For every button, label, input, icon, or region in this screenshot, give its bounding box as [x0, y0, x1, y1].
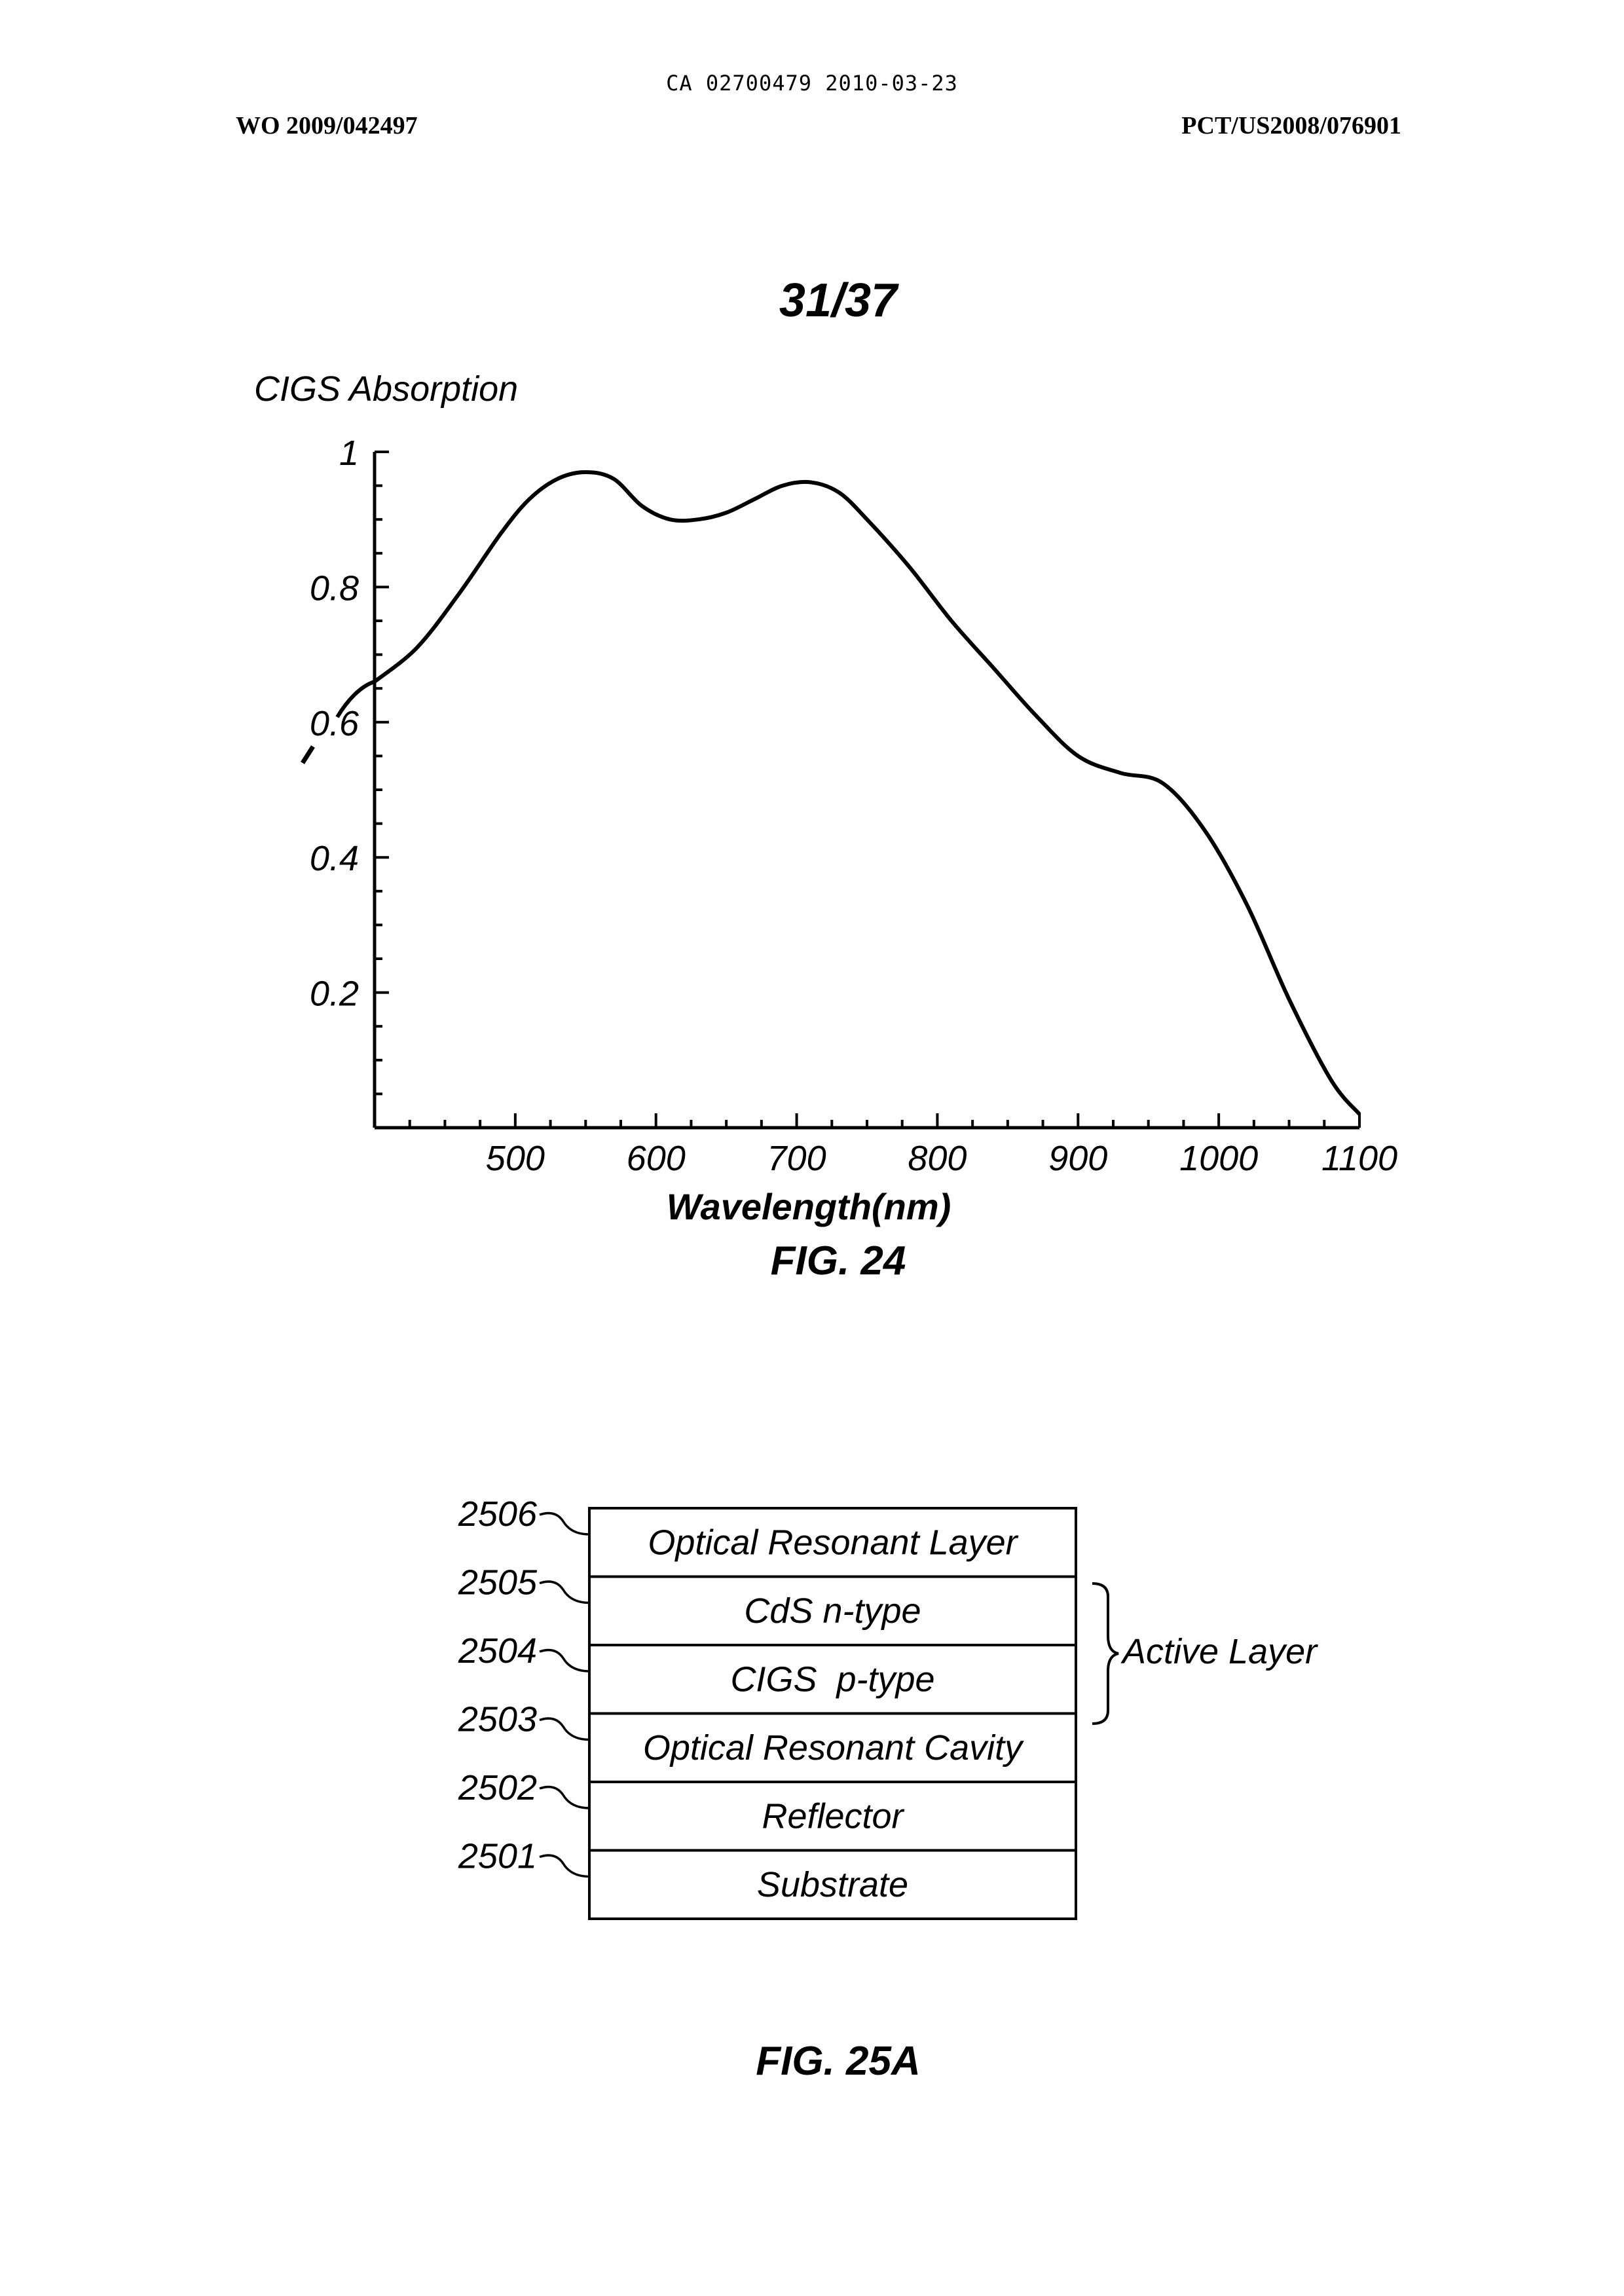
x-tick-label: 600	[627, 1139, 686, 1178]
x-tick-label: 1000	[1179, 1139, 1258, 1178]
layer-label: Optical Resonant Cavity	[643, 1728, 1024, 1768]
layer-label: Reflector	[762, 1796, 904, 1836]
x-tick-label: 500	[486, 1139, 545, 1178]
layer-box	[589, 1508, 1076, 1577]
layer-box	[589, 1577, 1076, 1646]
fig24-caption: FIG. 24	[0, 1238, 1624, 1284]
layer-box	[589, 1782, 1076, 1851]
x-tick-label: 900	[1048, 1139, 1107, 1178]
y-tick-label: 1	[339, 434, 359, 473]
leader-line	[540, 1582, 589, 1602]
curve-break-mark	[303, 747, 313, 763]
absorption-curve	[375, 472, 1359, 1114]
layer-reference-numeral: 2502	[458, 1768, 537, 1807]
leader-line	[540, 1513, 589, 1534]
x-tick-label: 800	[908, 1139, 967, 1178]
leader-line	[540, 1650, 589, 1671]
layer-reference-numeral: 2505	[458, 1563, 538, 1602]
layer-reference-numeral: 2503	[458, 1700, 537, 1739]
layer-label: CIGS p-type	[730, 1659, 934, 1699]
layer-box	[589, 1645, 1076, 1714]
y-tick-label: 0.4	[310, 839, 359, 878]
layer-label: CdS n-type	[744, 1591, 921, 1631]
layer-reference-numeral: 2506	[458, 1494, 538, 1534]
y-tick-label: 0.2	[310, 974, 359, 1014]
x-axis-label: Wavelength(nm)	[667, 1186, 951, 1227]
leader-line	[540, 1855, 589, 1876]
y-tick-label: 0.6	[310, 704, 360, 743]
y-axis-label: CIGS Absorption	[254, 369, 518, 409]
active-layer-label: Active Layer	[1120, 1632, 1318, 1671]
layer-reference-numeral: 2501	[458, 1837, 537, 1876]
fig25a-caption: FIG. 25A	[0, 2038, 1624, 2084]
x-tick-label: 700	[767, 1139, 826, 1178]
y-tick-label: 0.8	[310, 568, 359, 608]
layer-label: Substrate	[757, 1865, 908, 1904]
leader-line	[540, 1787, 589, 1808]
leader-line	[540, 1718, 589, 1739]
layer-label: Optical Resonant Layer	[648, 1523, 1018, 1562]
layer-box	[589, 1714, 1076, 1783]
layer-reference-numeral: 2504	[458, 1631, 537, 1671]
x-tick-label: 1100	[1321, 1139, 1397, 1178]
fig24-chart: CIGS Absorption Wavelength(nm) 1 0.8 0.6 0.…	[0, 0, 1624, 1310]
active-layer-brace	[1092, 1583, 1118, 1724]
layer-box	[589, 1851, 1076, 1919]
